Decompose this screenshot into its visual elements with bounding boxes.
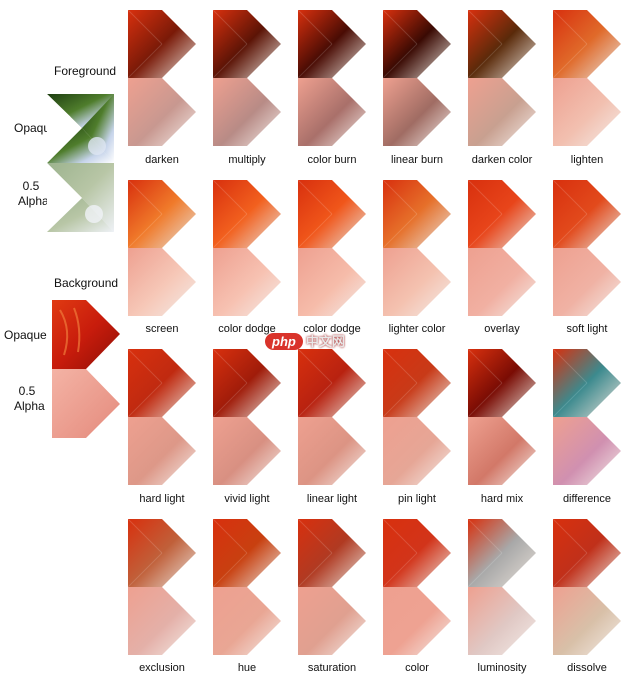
blend-tile xyxy=(128,180,196,316)
background-swatch xyxy=(52,300,120,438)
blend-mode-label: exclusion xyxy=(139,662,185,674)
blend-tile xyxy=(468,349,536,485)
blend-mode-label: lighten xyxy=(570,154,604,166)
fg-half-alpha-label: 0.5 Alpha xyxy=(18,179,49,209)
bg-opaque-label: Opaque xyxy=(4,328,47,342)
blend-tile xyxy=(128,349,196,485)
blend-tile xyxy=(213,519,281,655)
blend-tile xyxy=(213,349,281,485)
blend-mode-label: dissolve xyxy=(567,662,607,674)
blend-tile xyxy=(553,519,621,655)
blend-mode-label: hue xyxy=(237,662,257,674)
foreground-label: Foreground xyxy=(54,64,117,78)
blend-mode-label: hard light xyxy=(139,493,185,505)
blend-tile xyxy=(383,180,451,316)
blend-tile xyxy=(383,10,451,146)
blend-tile xyxy=(468,180,536,316)
blend-mode-label: soft light xyxy=(566,323,608,335)
blend-mode-label: screen xyxy=(145,323,179,335)
watermark-text: 中文网 xyxy=(305,334,345,349)
blend-mode-label: lighter color xyxy=(388,323,446,335)
blend-tile xyxy=(298,349,366,485)
watermark: php 中文网 xyxy=(265,331,345,350)
blend-mode-label: darken color xyxy=(471,154,533,166)
blend-tile xyxy=(553,10,621,146)
blend-mode-label: linear light xyxy=(306,493,358,505)
blend-tile xyxy=(553,180,621,316)
blend-mode-label: color dodge xyxy=(303,323,361,335)
blend-mode-label: overlay xyxy=(484,323,520,335)
background-label: Background xyxy=(54,276,119,290)
blend-tile xyxy=(383,519,451,655)
fg-half-alpha-unit: Alpha xyxy=(18,194,49,208)
fg-opaque-label: Opaque xyxy=(14,121,57,135)
blend-tile xyxy=(298,180,366,316)
blend-tile xyxy=(213,180,281,316)
blend-mode-label: color xyxy=(405,662,429,674)
foreground-swatch xyxy=(47,94,114,232)
blend-mode-label: linear burn xyxy=(391,154,443,166)
blend-mode-label: color dodge xyxy=(218,323,276,335)
blend-mode-label: multiply xyxy=(228,154,266,166)
blend-tile xyxy=(468,10,536,146)
blend-mode-label: darken xyxy=(145,154,179,166)
blend-mode-label: vivid light xyxy=(224,493,270,505)
blend-tile xyxy=(553,349,621,485)
bg-half-alpha-label: 0.5 Alpha xyxy=(14,384,45,414)
blend-tile xyxy=(468,519,536,655)
blend-mode-label: difference xyxy=(562,493,612,505)
blend-mode-label: saturation xyxy=(307,662,357,674)
bg-half-alpha-unit: Alpha xyxy=(14,399,45,413)
fg-half-alpha-value: 0.5 xyxy=(22,179,40,193)
blend-tile xyxy=(298,10,366,146)
blend-mode-label: color burn xyxy=(307,154,357,166)
blend-mode-label: luminosity xyxy=(477,662,527,674)
bg-half-alpha-value: 0.5 xyxy=(18,384,36,398)
blend-tile xyxy=(213,10,281,146)
blend-mode-label: hard mix xyxy=(480,493,524,505)
watermark-badge: php xyxy=(265,333,303,350)
blend-tile xyxy=(128,519,196,655)
blend-tile xyxy=(383,349,451,485)
blend-tile xyxy=(128,10,196,146)
blend-tile xyxy=(298,519,366,655)
blend-mode-label: pin light xyxy=(398,493,436,505)
